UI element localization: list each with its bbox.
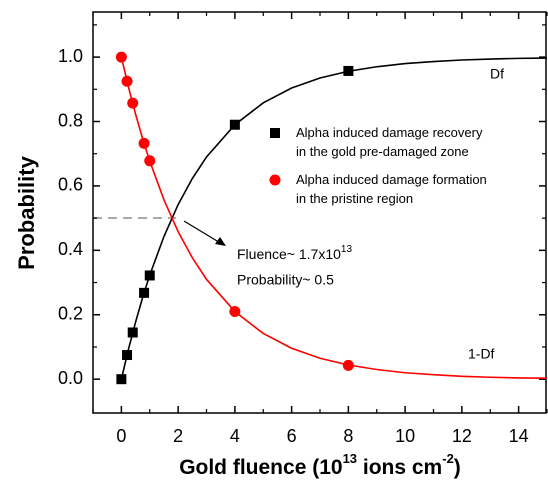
data-point	[342, 359, 354, 371]
legend-marker	[270, 128, 280, 138]
annotation: Probability~ 0.5	[237, 272, 334, 288]
data-point	[229, 119, 240, 130]
fit-curve	[120, 56, 548, 380]
x-tick-label: 12	[452, 426, 472, 446]
y-tick-label: 0.6	[58, 175, 83, 195]
data-point	[144, 155, 156, 167]
x-tick-label: 8	[343, 426, 353, 446]
x-tick-label: 0	[116, 426, 126, 446]
data-point	[138, 137, 150, 149]
data-point	[229, 306, 241, 318]
y-tick-label: 0.4	[58, 239, 83, 259]
y-tick-label: 0.0	[58, 368, 83, 388]
annotation: Fluence~ 1.7x1013	[237, 244, 352, 262]
fit-curve	[120, 57, 548, 380]
data-point	[127, 327, 138, 338]
y-axis-label: Probability	[14, 155, 39, 269]
data-point	[122, 350, 133, 361]
arrow	[183, 220, 223, 245]
legend-label: Alpha induced damage recovery in the gol…	[296, 125, 483, 159]
data-point	[144, 270, 155, 281]
data-point	[343, 65, 354, 76]
data-point	[121, 75, 133, 87]
data-point	[116, 374, 127, 385]
curve-label: 1-Df	[468, 346, 495, 362]
data-point	[115, 51, 127, 63]
x-axis-label: Gold fluence (1013 ions cm-2)	[179, 451, 461, 478]
x-tick-label: 10	[395, 426, 415, 446]
y-tick-label: 0.8	[58, 110, 83, 130]
arrow-head	[215, 237, 226, 246]
curve-label: Df	[490, 66, 504, 82]
x-tick-label: 6	[287, 426, 297, 446]
x-tick-label: 14	[509, 426, 529, 446]
x-tick-label: 2	[173, 426, 183, 446]
x-tick-label: 4	[230, 426, 240, 446]
y-tick-label: 0.2	[58, 304, 83, 324]
data-point	[127, 97, 139, 109]
data-point	[139, 287, 150, 298]
legend-marker	[269, 174, 281, 186]
legend-label: Alpha induced damage formation in the pr…	[296, 172, 487, 206]
y-tick-label: 1.0	[58, 46, 83, 66]
